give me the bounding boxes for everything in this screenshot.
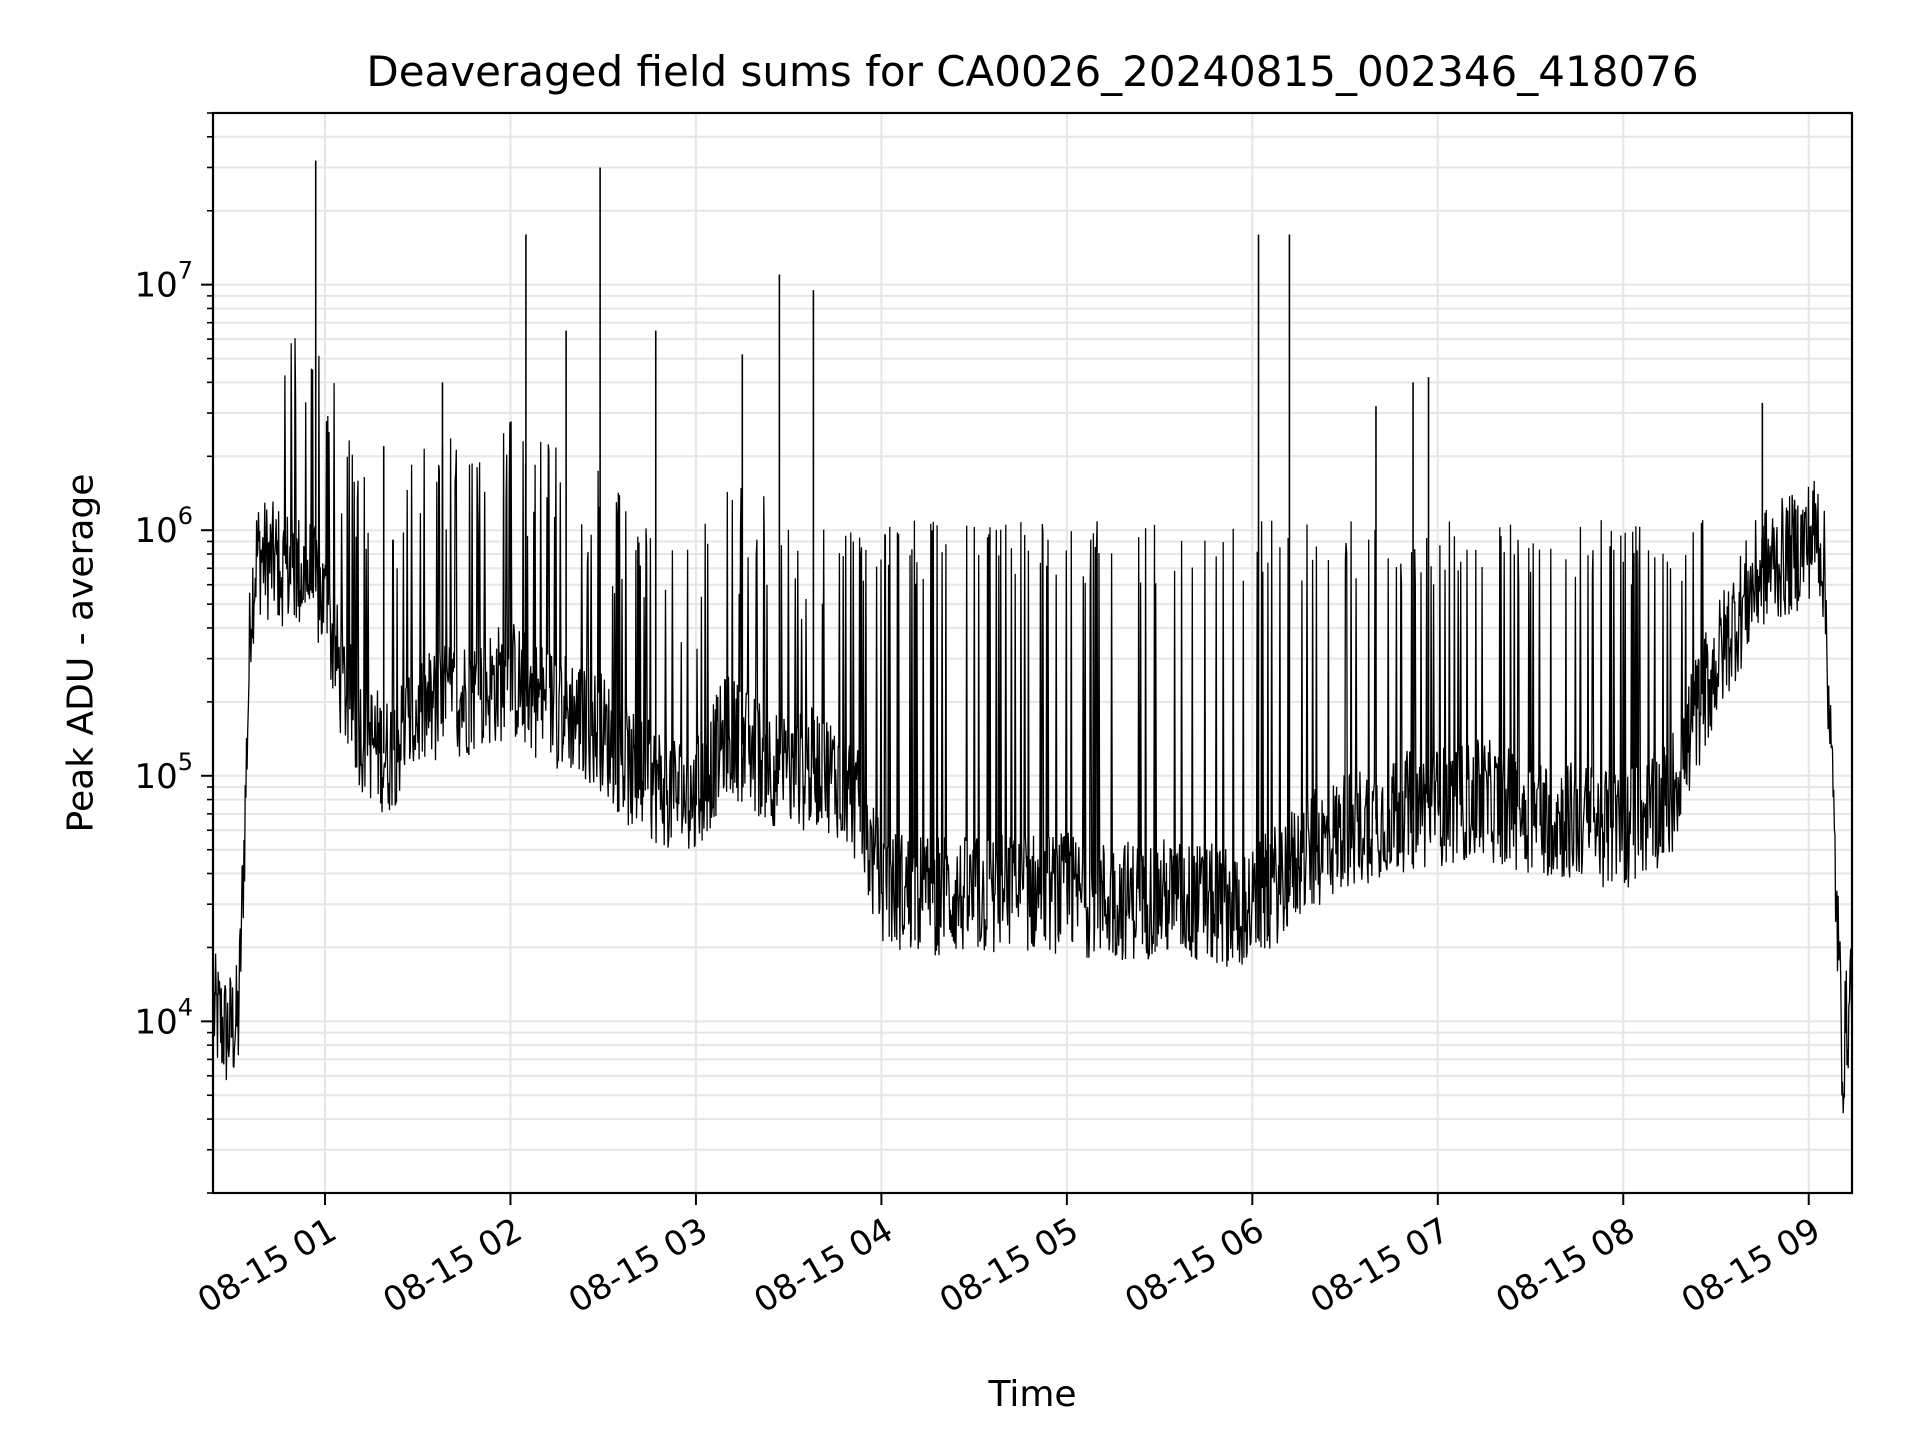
y-axis: 104 105 106 107 [134,112,213,1194]
plot-frame [211,111,1854,1195]
series-line [213,338,1853,1114]
plot-area [213,160,1853,1114]
y-tick-label: 104 [134,993,193,1042]
y-axis-label: Peak ADU - average [61,474,102,833]
y-tick-label: 106 [134,502,193,551]
y-tick-label: 107 [134,257,193,306]
chart-title: Deaveraged field sums for CA0026_2024081… [366,47,1698,96]
y-tick-label: 105 [134,748,193,797]
x-axis-label: Time [987,1374,1076,1415]
